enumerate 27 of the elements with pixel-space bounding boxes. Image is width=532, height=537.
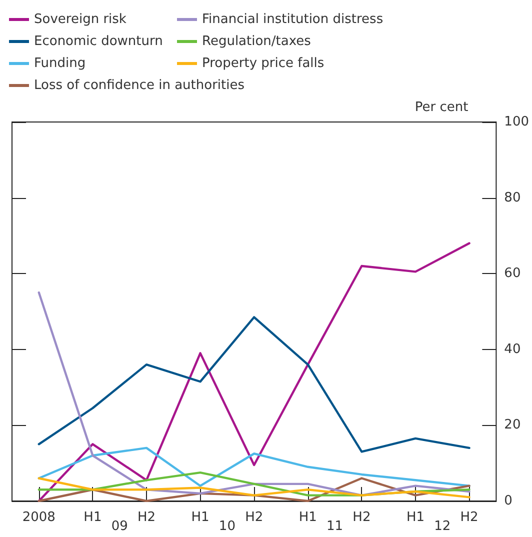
- y-tick-label: 0: [504, 494, 512, 508]
- text: 12: [434, 519, 451, 534]
- x-tick-label: H1: [406, 510, 425, 525]
- legend-label: Regulation/taxes: [202, 34, 312, 49]
- y-tick-label: 80: [504, 190, 521, 206]
- x-tick-label: 2008: [22, 510, 56, 525]
- y-tick-label: 60: [504, 266, 521, 282]
- y-tick-label: 100: [504, 114, 530, 130]
- x-tick-label: H2: [245, 510, 264, 525]
- legend-label: Property price falls: [202, 56, 324, 71]
- x-tick-label: H1: [84, 510, 102, 525]
- text: 09: [111, 519, 128, 534]
- x-tick-label: H2: [137, 510, 156, 525]
- legend-label: Economic downturn: [34, 34, 163, 49]
- y-tick-label: 40: [504, 342, 521, 357]
- x-tick-label: H1: [298, 510, 317, 525]
- text: 10: [218, 519, 236, 534]
- y-axis-title: Per cent: [414, 100, 468, 115]
- x-tick-label: H1: [191, 510, 210, 525]
- legend-label: Sovereign risk: [34, 12, 127, 27]
- x-tick-label: H2: [352, 510, 371, 525]
- x-tick-label: H2: [460, 510, 478, 525]
- legend-label: Funding: [34, 56, 86, 71]
- legend-label: Loss of confidence in authorities: [34, 78, 245, 93]
- y-tick-label: 20: [504, 418, 521, 433]
- text: 11: [326, 519, 344, 534]
- legend-label: Financial institution distress: [202, 12, 384, 27]
